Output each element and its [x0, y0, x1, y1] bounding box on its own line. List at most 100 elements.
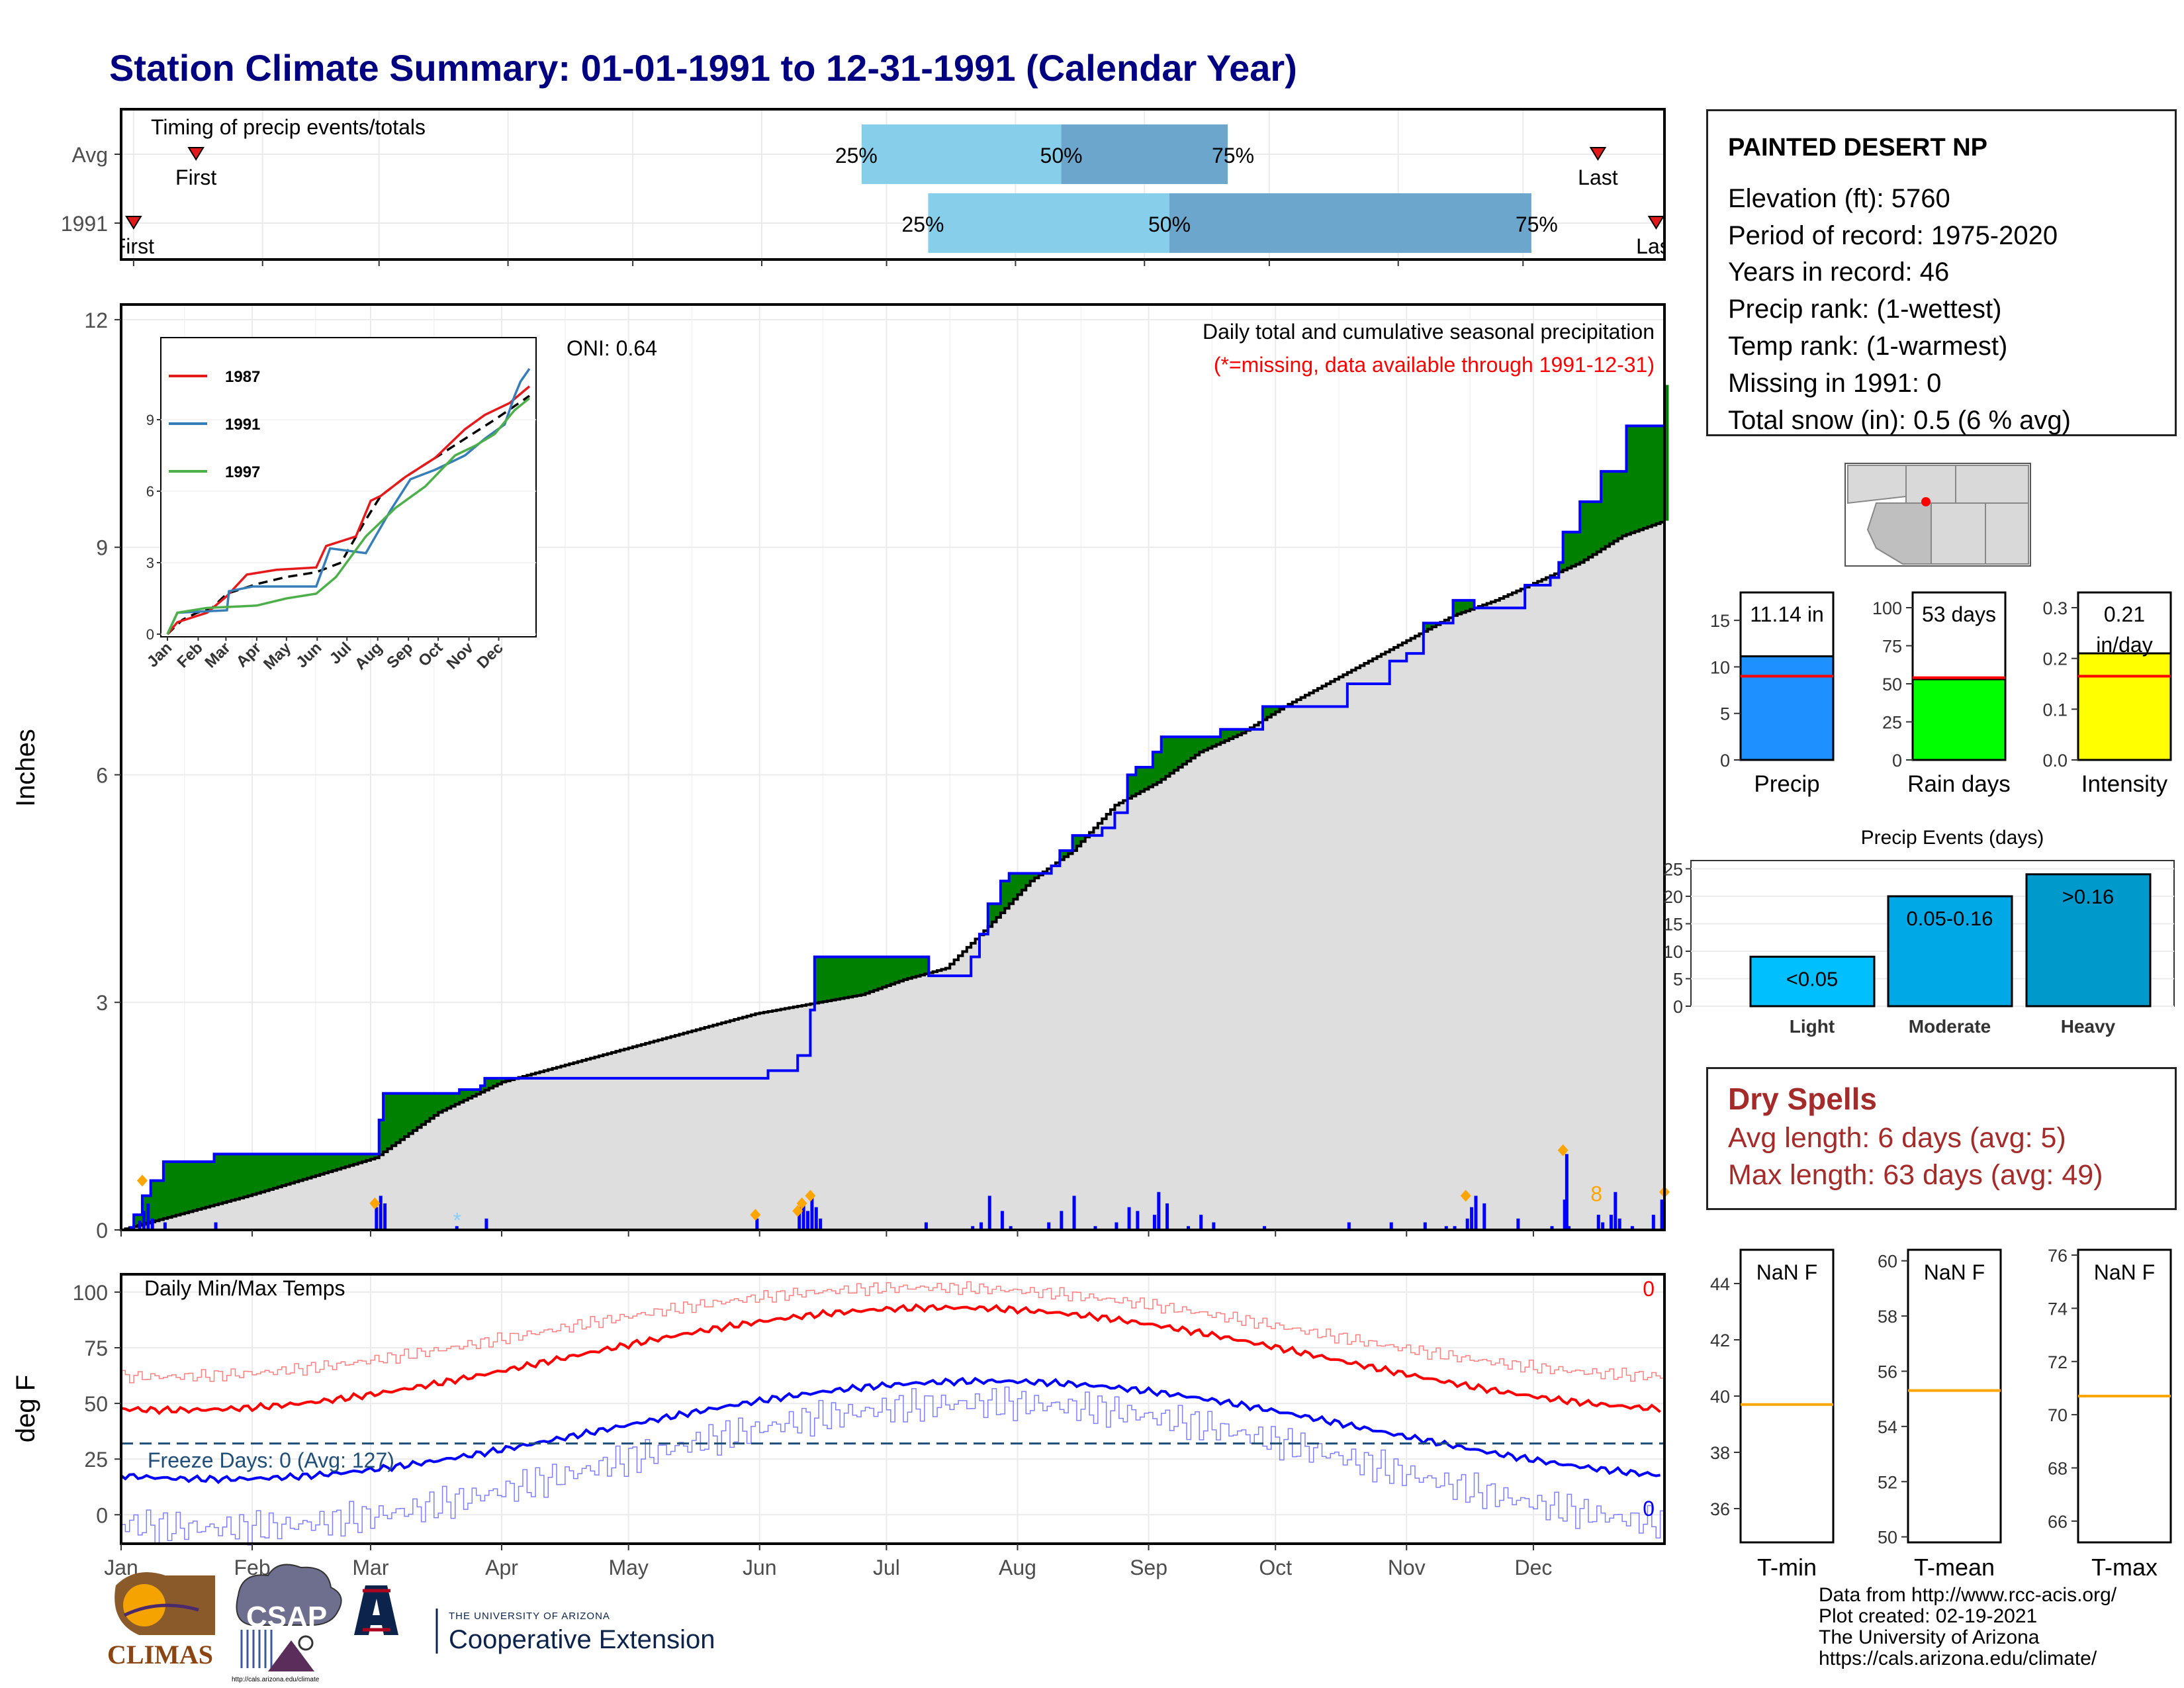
daily-precip-bar: [1516, 1218, 1520, 1230]
ua-logo-line1: THE UNIVERSITY OF ARIZONA: [449, 1611, 610, 1622]
daily-precip-bar: [1596, 1215, 1600, 1230]
credit-plot-created: Plot created: 02-19-2021: [1819, 1605, 2038, 1627]
inset-legend-label: 1997: [225, 463, 260, 481]
events-category-label: Heavy: [2061, 1016, 2116, 1037]
temp-summary-tick-label: 58: [1878, 1307, 1897, 1327]
map-state-texas: [1985, 502, 2029, 565]
daily-precip-bar: [1127, 1207, 1131, 1230]
events-bar: [1749, 955, 1876, 1008]
inset-series-1991: [166, 367, 531, 635]
missing-data-marker: *: [453, 1209, 461, 1233]
inset-y-tick-label: 0: [146, 626, 154, 643]
daily-precip-bar: [1047, 1222, 1051, 1230]
station-years: Years in record: 46: [1728, 258, 1950, 287]
inset-avg-line: [166, 395, 530, 635]
summary-bar-value: [1739, 655, 1835, 761]
temp-y-tick-label: 0: [96, 1503, 108, 1527]
events-bar: [2025, 873, 2152, 1008]
daily-precip-bar: [1389, 1222, 1393, 1230]
temp-summary-tick-label: 38: [1710, 1443, 1730, 1463]
surplus-area: [134, 1078, 519, 1227]
events-title: Precip Events (days): [1861, 827, 2044, 849]
precip-event-marker: [136, 1174, 148, 1187]
daily-precip-bar: [1423, 1222, 1427, 1230]
daily-precip-bar: [1009, 1226, 1013, 1230]
last-event-label: Last: [1578, 165, 1618, 189]
summary-bar-unit-label: in/day: [2096, 633, 2152, 657]
temp-y-tick-label: 25: [84, 1448, 108, 1472]
record-max-temp-line: [121, 1281, 1664, 1383]
summary-bar-label: Rain days: [1907, 771, 2011, 797]
missing-count-label: 8: [1590, 1182, 1602, 1205]
summary-bar-tick-label: 0.2: [2042, 649, 2068, 669]
events-bar-label: 0.05-0.16: [1907, 907, 1993, 930]
credit-university: The University of Arizona: [1819, 1626, 2040, 1648]
summary-bar-tick-label: 0.1: [2042, 700, 2068, 720]
last-event-marker: [1647, 216, 1665, 230]
precip-event-marker: [369, 1197, 381, 1209]
precip-event-marker: [1557, 1144, 1569, 1156]
ua-logo-line2: Cooperative Extension: [449, 1625, 715, 1654]
temp-summary-tick-label: 74: [2048, 1299, 2068, 1319]
temp-summary-label: T-max: [2091, 1554, 2158, 1581]
inset-y-tick-label: 9: [146, 412, 154, 428]
timing-label-50: 50%: [1148, 212, 1191, 236]
daily-precip-bar: [1651, 1215, 1655, 1230]
precip-event-marker: [796, 1197, 807, 1209]
dry-spells-title: Dry Spells: [1728, 1082, 1877, 1116]
daily-precip-bar: [1187, 1226, 1191, 1230]
timing-label-25: 25%: [901, 212, 944, 236]
timing-panel-border: [120, 108, 1666, 261]
temp-summary-value-label: NaN F: [2094, 1260, 2155, 1284]
record-min-temp-line: [121, 1386, 1664, 1546]
daily-precip-bar: [810, 1196, 814, 1230]
summary-bar-tick-label: 25: [1882, 713, 1902, 733]
summary-bar-value-label: 53 days: [1922, 602, 1996, 626]
summary-bar-tick-label: 0.0: [2042, 751, 2068, 771]
daily-precip-bar: [1474, 1196, 1478, 1230]
daily-precip-bar: [819, 1218, 823, 1230]
timing-label-25: 25%: [835, 144, 878, 167]
daily-precip-bar: [1609, 1215, 1613, 1230]
daily-precip-bar: [1093, 1226, 1097, 1230]
inset-panel: [160, 337, 537, 637]
daily-precip-bar: [987, 1196, 991, 1230]
temp-summary-tick-label: 44: [1710, 1274, 1730, 1294]
daily-precip-bar: [163, 1222, 167, 1230]
credit-url: https://cals.arizona.edu/climate/: [1819, 1648, 2097, 1669]
daily-precip-bar: [138, 1221, 142, 1230]
daily-precip-bar: [1347, 1222, 1351, 1230]
timing-mask-left: [0, 106, 120, 263]
summary-bar-value: [1911, 678, 2007, 761]
avg-cumulative-line: [121, 520, 1666, 1231]
month-label: Nov: [1388, 1556, 1426, 1579]
month-label: Oct: [1259, 1556, 1292, 1579]
daily-precip-bar: [1630, 1226, 1634, 1230]
precip-event-marker: [1460, 1190, 1471, 1202]
avg-max-temp-line: [120, 1303, 1661, 1415]
timing-label-75: 75%: [1212, 144, 1254, 167]
climas-logo-sun: [123, 1584, 165, 1626]
temp-summary-tick-label: 56: [1878, 1362, 1897, 1382]
temp-summary-tick-label: 72: [2048, 1352, 2068, 1372]
temp-summary-frame: [1907, 1248, 2002, 1544]
map-state-colorado: [1955, 465, 2029, 504]
temp-summary-label: T-min: [1757, 1554, 1817, 1581]
timing-label-75: 75%: [1516, 212, 1558, 236]
temp-summary-tick-label: 68: [2048, 1458, 2068, 1478]
daily-precip-bar: [375, 1207, 379, 1230]
avg-min-temp-line: [120, 1376, 1661, 1484]
daily-precip-bar: [1115, 1222, 1118, 1230]
month-label: Apr: [485, 1556, 518, 1579]
freeze-days-label: Freeze Days: 0 (Avg: 127): [148, 1448, 394, 1472]
summary-bar-value-label: 0.21: [2104, 602, 2145, 626]
daily-precip-bar: [129, 1226, 133, 1230]
csap-logo-cloud: [236, 1564, 342, 1626]
events-tick-label: 0: [1673, 997, 1683, 1017]
station-precip-rank: Precip rank: (1-wettest): [1728, 295, 2002, 324]
ua-logo-a-accent: [363, 1589, 390, 1632]
inset-series-1997: [166, 397, 531, 635]
main-caption: Daily total and cumulative seasonal prec…: [1203, 320, 1655, 344]
obs-cumulative-line: [121, 385, 1666, 1231]
credit-data-source: Data from http://www.rcc-acis.org/: [1819, 1584, 2117, 1606]
